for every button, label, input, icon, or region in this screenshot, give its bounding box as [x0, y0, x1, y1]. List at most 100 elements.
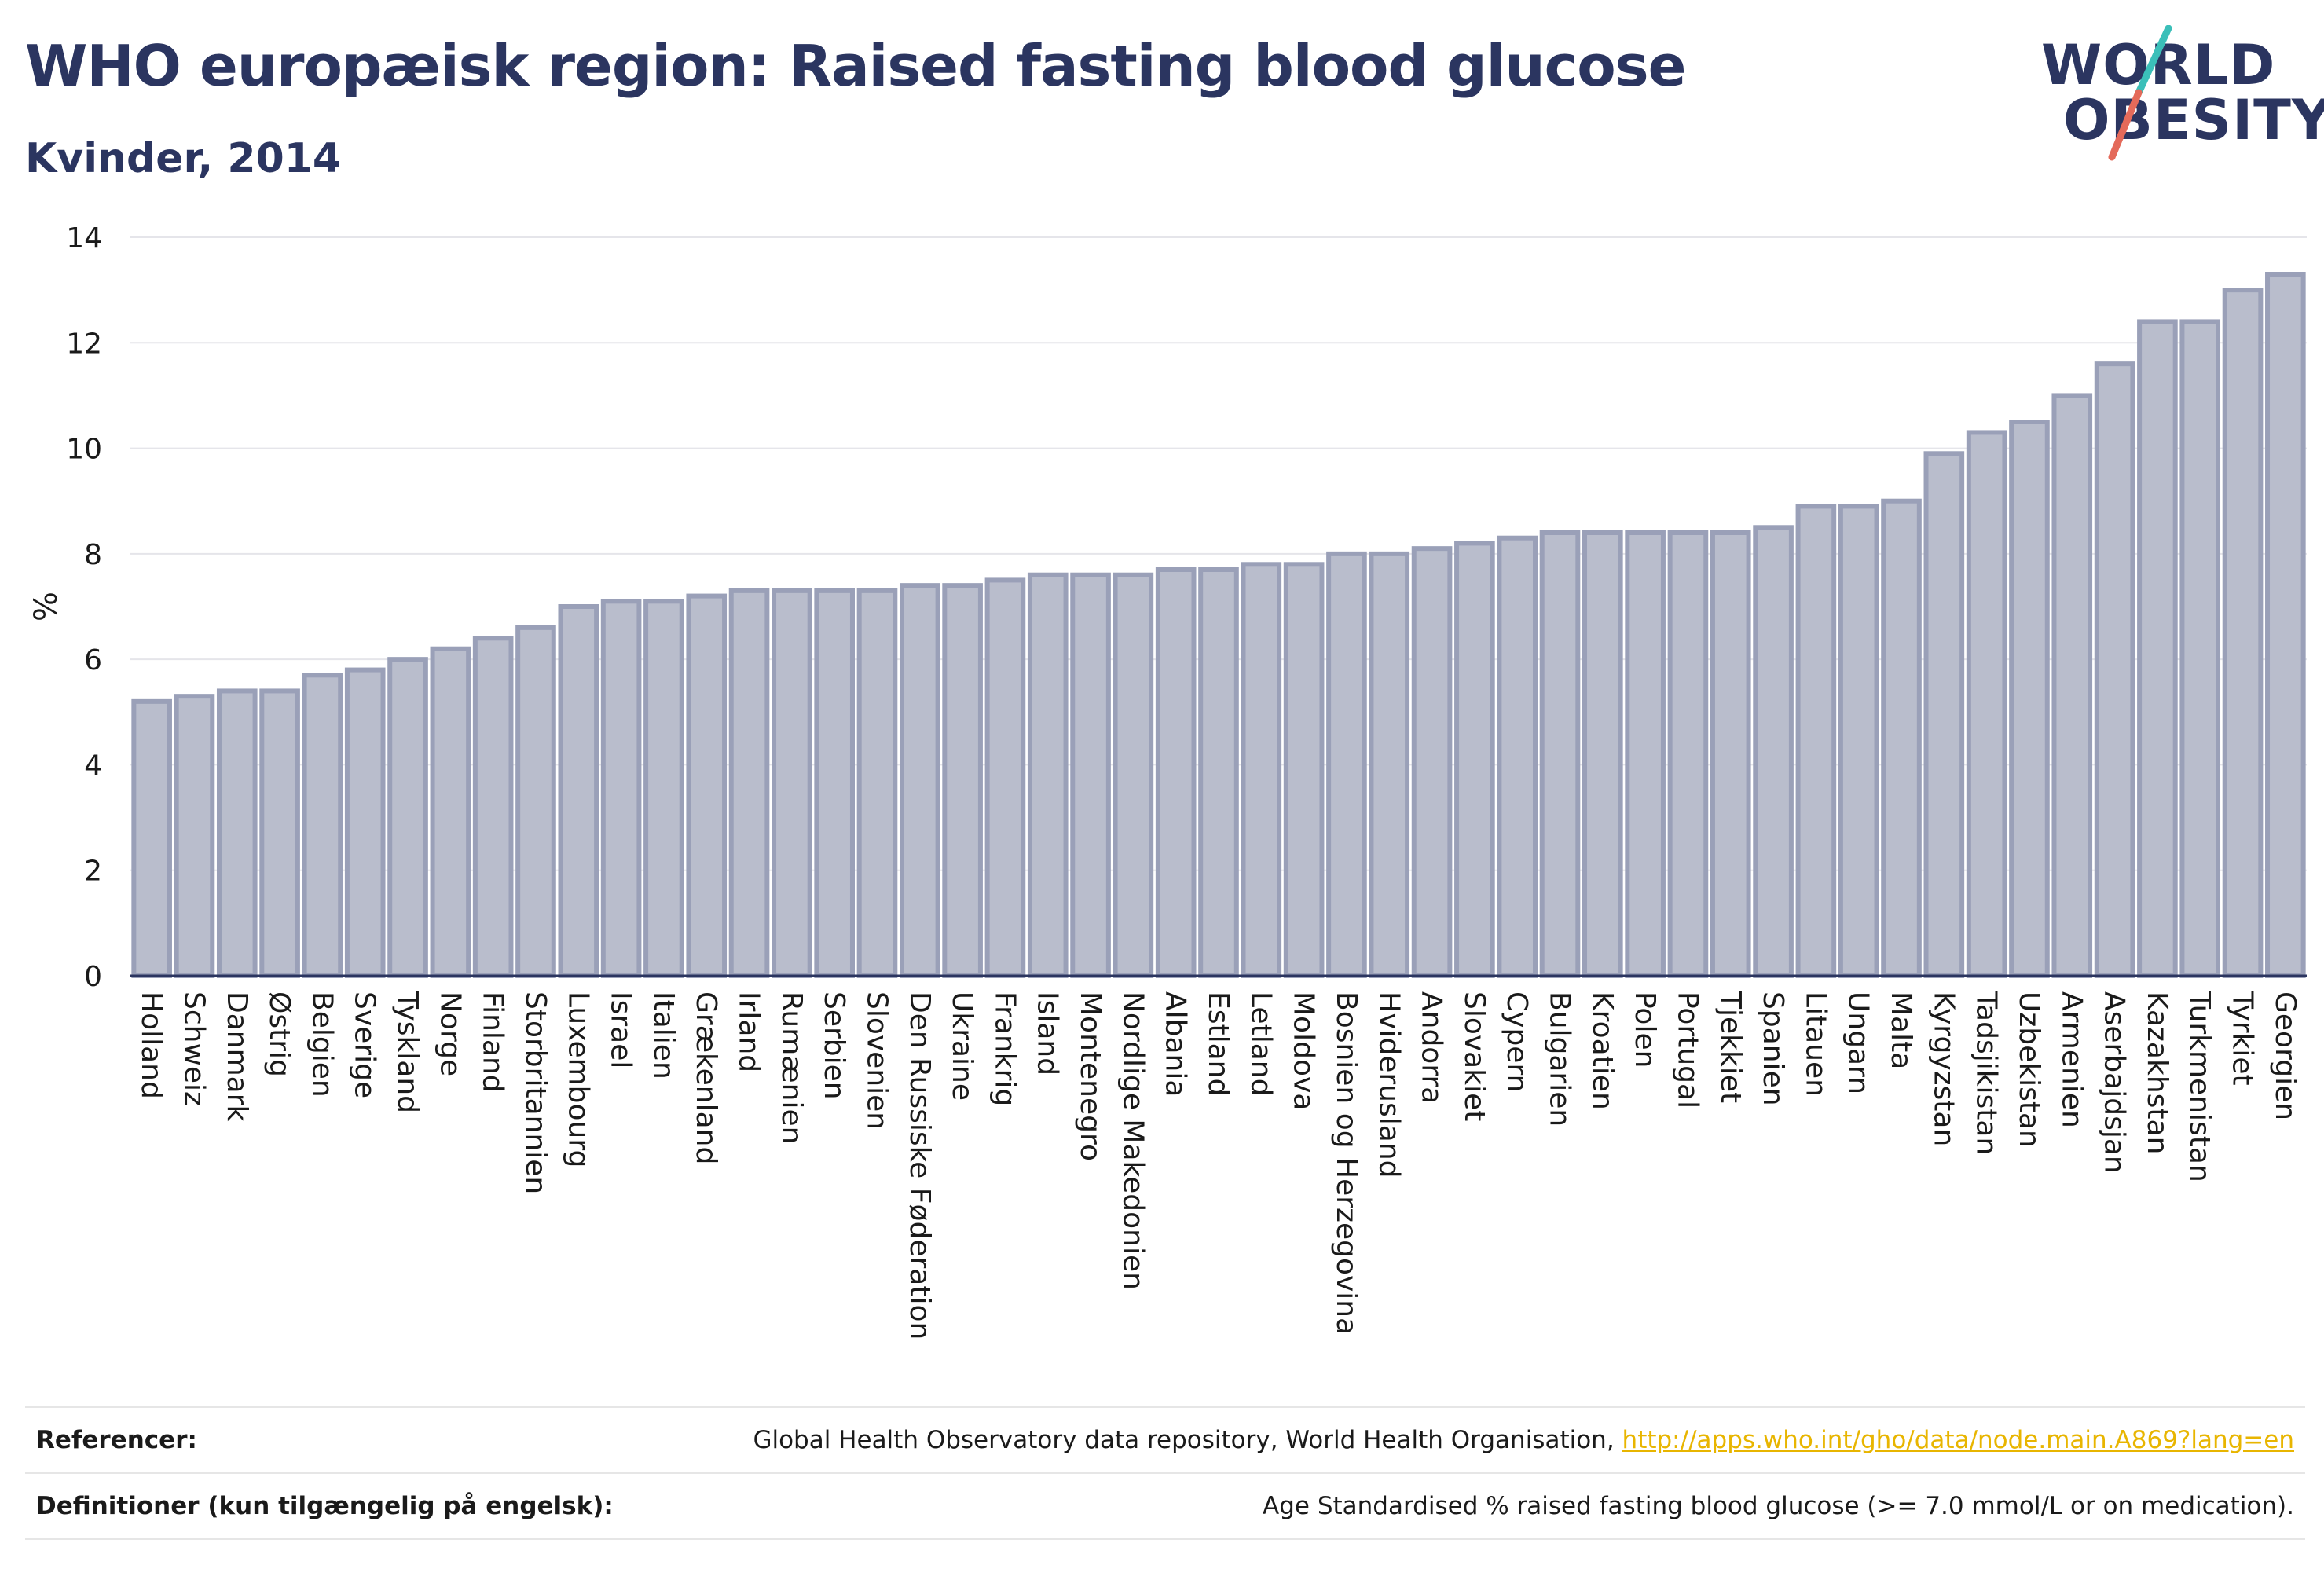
x-tick-label: Armenien	[2055, 991, 2088, 1128]
x-tick-label: Slovenien	[860, 991, 893, 1130]
x-tick-label: Israel	[605, 991, 637, 1068]
logo-slash-icon	[2108, 25, 2172, 161]
bar	[1795, 504, 1837, 978]
y-axis-label: %	[28, 592, 64, 621]
bar	[259, 688, 300, 979]
x-tick-label: Georgien	[2269, 991, 2301, 1120]
x-tick-label: Irland	[733, 991, 765, 1072]
bar	[1497, 535, 1538, 978]
x-tick-label: Belgien	[306, 991, 338, 1098]
y-tick-label: 12	[66, 328, 102, 360]
x-tick-label: Letland	[1244, 991, 1277, 1096]
bar	[1838, 504, 1879, 978]
bar	[984, 577, 1026, 979]
bar	[174, 694, 215, 979]
x-tick-label: Ukraine	[946, 991, 978, 1101]
x-tick-label: Italien	[647, 991, 680, 1079]
x-tick-label: Kazakhstan	[2141, 991, 2173, 1154]
bar	[2179, 319, 2221, 978]
bar	[1454, 541, 1495, 978]
y-tick-label: 10	[66, 434, 102, 466]
x-tick-label: Tjekkiet	[1714, 991, 1747, 1103]
x-tick-label: Albania	[1160, 991, 1192, 1097]
bar	[772, 588, 812, 978]
bar	[1923, 451, 1965, 978]
x-tick-label: Tadsjikistan	[1970, 991, 2003, 1155]
x-tick-label: Moldova	[1288, 991, 1320, 1110]
footer-table: Referencer: Global Health Observatory da…	[25, 1406, 2305, 1540]
bar	[1753, 525, 1794, 978]
x-tick-label: Bulgarien	[1544, 991, 1576, 1127]
bar	[1881, 498, 1922, 978]
x-tick-label: Litauen	[1799, 991, 1831, 1097]
bar	[2051, 393, 2093, 978]
x-tick-label: Grækenland	[690, 991, 722, 1164]
bar	[899, 583, 940, 979]
chart-title: WHO europæisk region: Raised fasting blo…	[25, 33, 1686, 99]
bar	[643, 599, 684, 978]
x-tick-label: Luxembourg	[562, 991, 594, 1167]
bar	[1070, 572, 1111, 978]
bar	[216, 688, 258, 979]
x-tick-label: Holland	[135, 991, 167, 1099]
definitions-row: Definitioner (kun tilgængelig på engelsk…	[25, 1472, 2305, 1540]
x-tick-label: Tyskland	[391, 991, 423, 1113]
x-tick-label: Danmark	[221, 991, 253, 1122]
references-row: Referencer: Global Health Observatory da…	[25, 1406, 2305, 1472]
bar	[686, 593, 728, 978]
x-tick-label: Sverige	[349, 991, 381, 1098]
references-link[interactable]: http://apps.who.int/gho/data/node.main.A…	[1622, 1426, 2294, 1454]
x-tick-label: Østrig	[263, 991, 295, 1077]
bar	[515, 625, 556, 978]
references-label: Referencer:	[36, 1426, 197, 1454]
bar	[1539, 530, 1581, 978]
bar	[600, 599, 642, 978]
x-tick-label: Rumænien	[775, 991, 808, 1144]
x-tick-label: Den Russiske Føderation	[904, 991, 936, 1340]
chart-subtitle: Kvinder, 2014	[25, 135, 342, 182]
x-tick-label: Kyrgyzstan	[1927, 991, 1959, 1146]
x-tick-label: Hviderusland	[1373, 991, 1405, 1178]
x-tick-label: Slovakiet	[1458, 991, 1490, 1121]
bar	[1369, 551, 1410, 978]
bar	[2222, 288, 2264, 978]
x-tick-label: Nordlige Makedonien	[1116, 991, 1149, 1290]
bar-chart: 0 2 4 6 8 10 12 14% Holland Schweiz Danmark Østrig B…	[28, 222, 2307, 1340]
bar	[2265, 272, 2306, 978]
bar	[814, 588, 855, 978]
x-tick-label: Frankrig	[988, 991, 1021, 1106]
bar	[728, 588, 770, 978]
bar	[1198, 567, 1239, 978]
bar	[430, 646, 471, 978]
x-tick-label: Malta	[1885, 991, 1917, 1069]
bar	[387, 657, 428, 979]
bar	[472, 636, 514, 978]
x-tick-label: Serbien	[818, 991, 850, 1100]
definitions-value: Age Standardised % raised fasting blood …	[1263, 1492, 2294, 1520]
references-text: Global Health Observatory data repositor…	[753, 1426, 1622, 1454]
bar	[1966, 430, 2007, 978]
y-tick-label: 8	[84, 539, 102, 571]
bar	[1283, 562, 1325, 978]
bar	[2094, 361, 2135, 978]
x-tick-label: Ungarn	[1842, 991, 1875, 1094]
x-tick-label: Montenegro	[1074, 991, 1106, 1161]
y-tick-label: 2	[84, 856, 102, 888]
x-tick-label: Schweiz	[178, 991, 210, 1106]
x-tick-label: Kroatien	[1586, 991, 1618, 1110]
bar	[1411, 546, 1453, 978]
bar	[1667, 530, 1709, 978]
bar	[2137, 319, 2178, 978]
bar	[2009, 420, 2050, 978]
x-tick-label: Turkmenistan	[2183, 991, 2216, 1182]
bar	[131, 698, 172, 978]
bar	[1155, 567, 1197, 978]
bar	[1326, 551, 1367, 978]
bar	[942, 583, 983, 979]
references-value: Global Health Observatory data repositor…	[753, 1426, 2305, 1454]
y-tick-label: 0	[84, 961, 102, 993]
x-tick-label: Bosnien og Herzegovina	[1330, 991, 1362, 1335]
y-tick-label: 6	[84, 644, 102, 676]
bar	[302, 673, 343, 978]
x-tick-label: Andorra	[1416, 991, 1448, 1104]
